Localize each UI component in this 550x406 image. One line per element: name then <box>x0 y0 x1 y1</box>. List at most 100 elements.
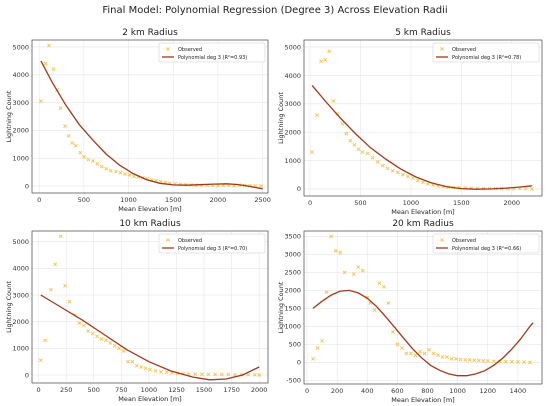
subplot-title: 20 km Radius <box>392 219 454 229</box>
observed-point <box>315 346 320 350</box>
x-tick-label: 2000 <box>503 199 520 207</box>
legend: Observed Polynomial deg 3 (R²=0.70) <box>158 233 266 254</box>
observed-point <box>213 372 217 377</box>
x-tick-label: 1250 <box>168 386 185 394</box>
observed-point <box>319 59 324 64</box>
observed-point <box>522 360 526 364</box>
observed-point <box>338 250 343 255</box>
subplot-1: 2 km Radius 0 500 1000 1500 2000 2500 0 1000 2000… <box>5 28 271 213</box>
observed-point <box>431 351 436 356</box>
observed-point <box>333 248 338 253</box>
observed-point <box>380 163 385 168</box>
observed-point <box>400 172 405 177</box>
y-tick-label: 5000 <box>284 43 301 51</box>
x-axis-label: Mean Elevation [m] <box>118 205 181 213</box>
observed-point <box>126 359 130 364</box>
x-tick-label: 200 <box>331 387 343 395</box>
observed-point <box>311 356 315 361</box>
observed-point <box>418 349 422 354</box>
subplot-title: 2 km Radius <box>122 28 178 38</box>
observed-point <box>310 150 314 154</box>
x-tick-label: 1500 <box>165 196 182 204</box>
observed-point <box>352 143 357 147</box>
observed-point <box>81 154 86 159</box>
y-tick-label: 2000 <box>284 287 301 295</box>
observed-point <box>485 359 490 363</box>
observed-point <box>99 164 104 169</box>
plot-area <box>310 49 534 191</box>
observed-point <box>331 99 336 103</box>
legend-label: Polynomial deg 3 (R²=0.78) <box>452 55 521 61</box>
observed-point <box>399 346 404 350</box>
observed-point <box>449 356 454 361</box>
x-tick-label: 500 <box>88 386 100 394</box>
observed-point <box>257 373 262 377</box>
observed-point <box>347 231 351 232</box>
observed-point <box>413 353 418 358</box>
observed-point <box>78 150 83 155</box>
observed-point <box>315 113 320 118</box>
observed-point <box>372 308 377 313</box>
observed-point <box>476 358 481 363</box>
observed-point <box>63 124 67 129</box>
observed-point <box>47 43 51 48</box>
legend-observed-marker <box>440 47 444 51</box>
observed-point <box>108 168 113 173</box>
observed-point <box>528 360 532 365</box>
observed-point <box>395 342 400 347</box>
observed-point <box>95 334 99 339</box>
x-tick-label: 0 <box>37 196 41 204</box>
observed-point <box>86 329 91 333</box>
observed-point <box>131 174 136 179</box>
observed-point <box>117 346 122 351</box>
y-tick-label: 1000 <box>12 345 29 353</box>
x-tick-label: 400 <box>361 387 373 395</box>
observed-point <box>422 351 427 356</box>
observed-point <box>515 360 520 364</box>
observed-point <box>463 357 468 362</box>
observed-point <box>103 338 108 343</box>
observed-point <box>395 170 400 175</box>
x-tick-label: 500 <box>78 196 90 204</box>
observed-point <box>360 150 365 154</box>
legend-observed-marker <box>166 47 170 51</box>
y-tick-label: 500 <box>289 341 301 349</box>
x-tick-label: 250 <box>60 386 72 394</box>
x-tick-label: 2000 <box>210 196 227 204</box>
y-tick-label: 1500 <box>284 305 301 313</box>
observed-point <box>390 329 395 334</box>
y-tick-label: 3000 <box>284 251 301 259</box>
y-tick-label: 0 <box>25 371 29 379</box>
y-axis-label: Lightning Count <box>277 92 285 144</box>
observed-point <box>86 157 91 162</box>
x-tick-label: 0 <box>305 387 309 395</box>
observed-point <box>340 121 345 126</box>
observed-point <box>123 172 127 177</box>
regression-line <box>311 84 532 190</box>
observed-point <box>38 358 43 363</box>
y-axis-label: Lightning Count <box>277 281 285 333</box>
x-tick-label: 500 <box>354 199 366 207</box>
observed-point <box>458 357 463 362</box>
x-tick-label: 0 <box>37 386 41 394</box>
subplot-4: 20 km Radius 0 200 400 600 800 1000 1200 1400 -50… <box>277 219 543 404</box>
observed-point <box>130 359 135 364</box>
x-tick-label: 750 <box>115 386 127 394</box>
observed-point <box>53 262 58 267</box>
x-tick-label: 0 <box>308 199 312 207</box>
y-tick-label: 3000 <box>284 100 301 108</box>
observed-point <box>409 351 413 356</box>
observed-point <box>404 351 409 356</box>
observed-point <box>67 299 72 304</box>
legend-label: Polynomial deg 3 (R²=0.66) <box>452 246 521 252</box>
subplot-2: 5 km Radius 0 500 1000 1500 2000 0 1000 2000 3000… <box>277 28 543 216</box>
legend-label: Polynomial deg 3 (R²=0.93) <box>178 55 247 61</box>
regression-line <box>312 289 534 377</box>
y-tick-label: 1000 <box>12 155 29 163</box>
observed-point <box>153 369 158 373</box>
y-tick-label: 4000 <box>12 71 29 79</box>
y-tick-label: 2000 <box>12 318 29 326</box>
observed-point <box>377 281 382 286</box>
observed-point <box>351 272 356 277</box>
